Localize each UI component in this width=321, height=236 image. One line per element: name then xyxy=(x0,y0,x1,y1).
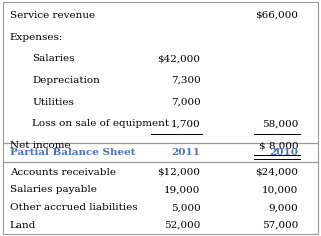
Text: 19,000: 19,000 xyxy=(164,185,201,194)
Text: 7,300: 7,300 xyxy=(171,76,201,85)
Text: $24,000: $24,000 xyxy=(256,168,299,177)
Text: Accounts receivable: Accounts receivable xyxy=(10,168,116,177)
Text: 5,000: 5,000 xyxy=(171,203,201,212)
Text: Utilities: Utilities xyxy=(32,98,74,107)
Text: Service revenue: Service revenue xyxy=(10,11,95,20)
Text: Depreciation: Depreciation xyxy=(32,76,100,85)
Text: Land: Land xyxy=(10,221,36,230)
Text: Net income: Net income xyxy=(10,141,70,150)
Text: $66,000: $66,000 xyxy=(256,11,299,20)
Text: Other accrued liabilities: Other accrued liabilities xyxy=(10,203,137,212)
Text: 9,000: 9,000 xyxy=(269,203,299,212)
Text: Expenses:: Expenses: xyxy=(10,33,63,42)
Text: 1,700: 1,700 xyxy=(171,119,201,128)
Text: 2011: 2011 xyxy=(172,148,201,157)
Text: $42,000: $42,000 xyxy=(158,54,201,63)
Text: 57,000: 57,000 xyxy=(262,221,299,230)
Text: Partial Balance Sheet: Partial Balance Sheet xyxy=(10,148,135,157)
Text: $ 8,000: $ 8,000 xyxy=(259,141,299,150)
Text: 52,000: 52,000 xyxy=(164,221,201,230)
Text: 2010: 2010 xyxy=(270,148,299,157)
Text: 58,000: 58,000 xyxy=(262,119,299,128)
Text: 10,000: 10,000 xyxy=(262,185,299,194)
Text: Salaries: Salaries xyxy=(32,54,74,63)
Text: Salaries payable: Salaries payable xyxy=(10,185,97,194)
Text: 7,000: 7,000 xyxy=(171,98,201,107)
Text: $12,000: $12,000 xyxy=(158,168,201,177)
Text: Loss on sale of equipment: Loss on sale of equipment xyxy=(32,119,169,128)
